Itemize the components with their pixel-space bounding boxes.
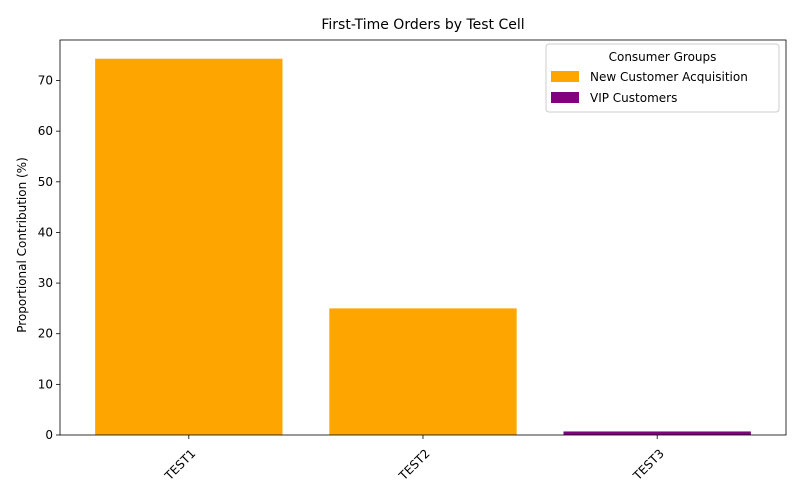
legend-swatch (551, 71, 579, 82)
legend-swatch (551, 92, 579, 103)
legend: Consumer Groups New Customer Acquisition V… (545, 43, 780, 113)
chart-title: First-Time Orders by Test Cell (321, 17, 524, 33)
y-tick-label: 30 (38, 276, 53, 290)
legend-label: VIP Customers (590, 91, 677, 105)
y-tick-label: 0 (45, 428, 53, 442)
bar-test2 (329, 308, 517, 435)
y-axis-label: Proportional Contribution (%) (15, 157, 29, 333)
legend-box (545, 43, 780, 113)
x-tick-label-test1: TEST1 (161, 446, 198, 483)
bar-test3 (563, 431, 751, 435)
legend-title: Consumer Groups (609, 50, 717, 64)
y-tick-label: 40 (38, 225, 53, 239)
bar-test1 (95, 58, 283, 435)
y-tick-label: 70 (38, 74, 53, 88)
y-tick-label: 10 (38, 377, 53, 391)
y-tick-label: 60 (38, 124, 53, 138)
x-tick-label-test2: TEST2 (396, 446, 433, 483)
y-tick-label: 50 (38, 175, 53, 189)
legend-label: New Customer Acquisition (590, 70, 748, 84)
x-tick-label-test3: TEST3 (630, 446, 667, 483)
y-tick-label: 20 (38, 327, 53, 341)
